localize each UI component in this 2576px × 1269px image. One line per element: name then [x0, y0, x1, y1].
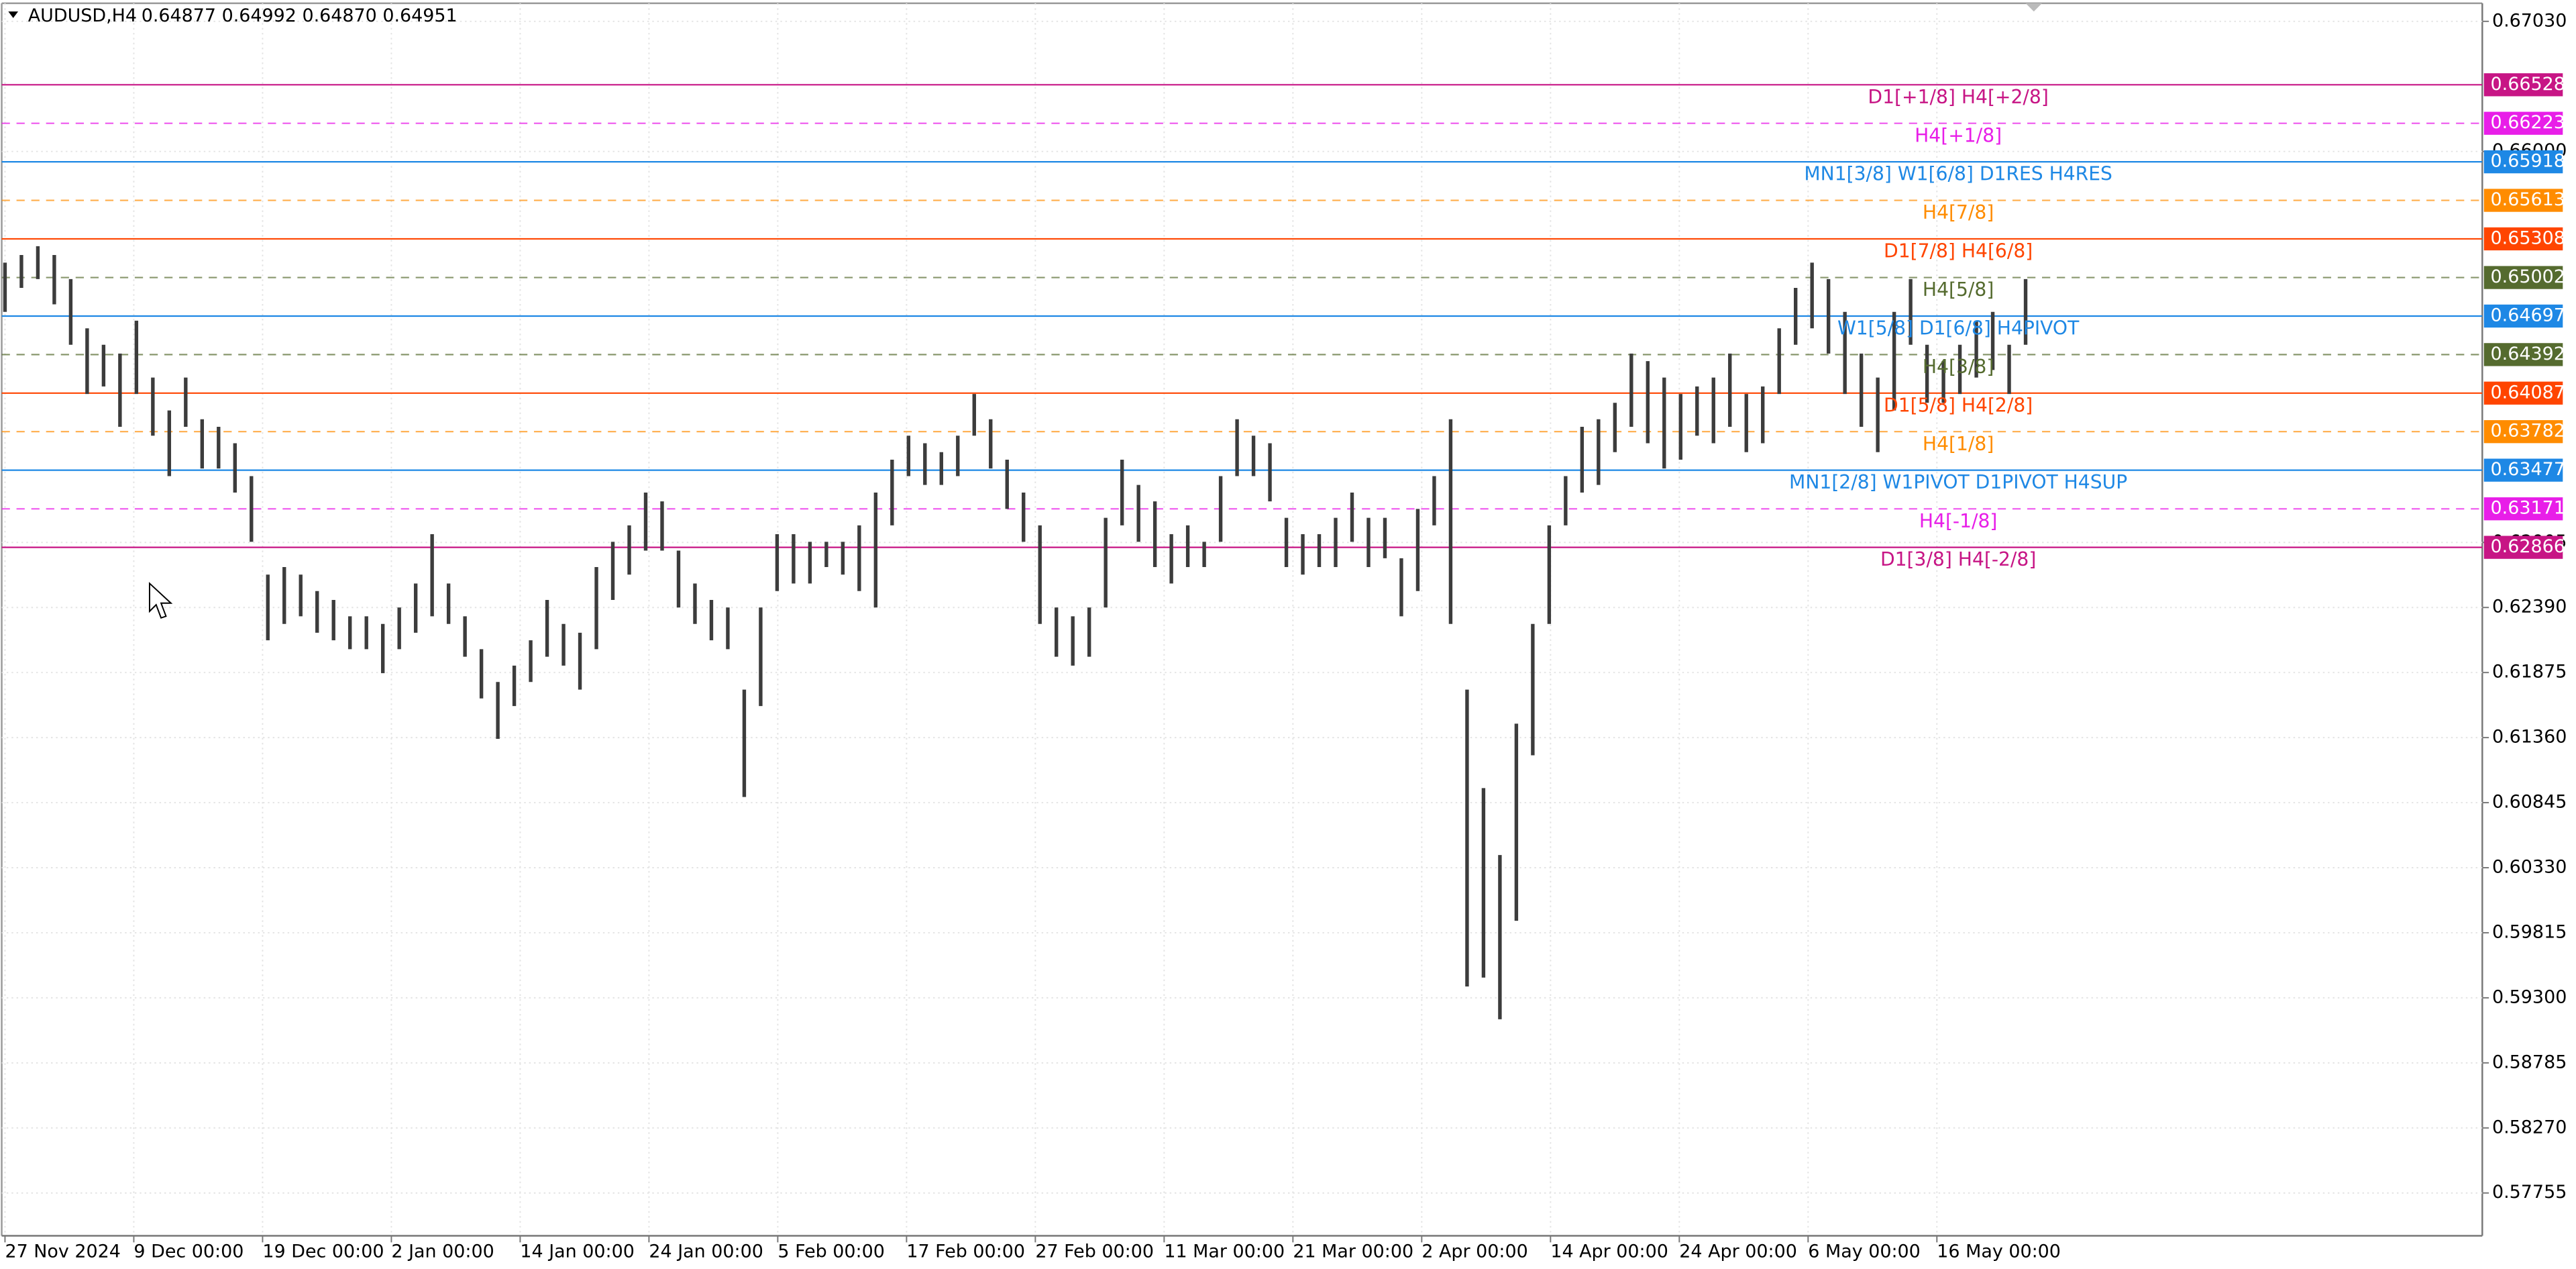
level-name: MN1[2/8] W1PIVOT D1PIVOT H4SUP: [1789, 471, 2127, 493]
levels: [1, 84, 2483, 548]
x-tick-label: 21 Mar 00:00: [1293, 1241, 1413, 1262]
level-name: D1[5/8] H4[2/8]: [1884, 394, 2033, 416]
level-value-box: [2483, 73, 2563, 97]
y-tick-label: 0.60845: [2492, 792, 2567, 813]
bars: [3, 246, 2028, 1019]
level-value-box: [2483, 111, 2563, 135]
level-value-label: 0.63782: [2491, 421, 2565, 442]
x-tick-label: 27 Feb 00:00: [1035, 1241, 1154, 1262]
level-value-box: [2483, 420, 2563, 444]
y-tick-label: 0.67030: [2492, 10, 2567, 31]
x-tick-label: 9 Dec 00:00: [133, 1241, 244, 1262]
level-value-box: [2483, 497, 2563, 521]
x-tick-label: 5 Feb 00:00: [777, 1241, 885, 1262]
level-value-label: 0.64087: [2491, 382, 2565, 403]
x-tick-label: 19 Dec 00:00: [262, 1241, 384, 1262]
level-value-label: 0.65308: [2491, 227, 2565, 248]
level-value-box: [2483, 227, 2563, 251]
level-name: H4[3/8]: [1923, 356, 1994, 378]
labels: 0.670300.660000.629050.623900.618750.613…: [4, 10, 2567, 1262]
level-value-box: [2483, 458, 2563, 482]
level-name: MN1[3/8] W1[6/8] D1RES H4RES: [1804, 163, 2112, 185]
level-value-label: 0.64697: [2491, 305, 2565, 325]
level-value-box: [2483, 304, 2563, 328]
level-value-box: [2483, 381, 2563, 405]
y-tick-label: 0.61360: [2492, 727, 2567, 748]
y-tick-label: 0.61875: [2492, 662, 2567, 682]
x-tick-label: 11 Mar 00:00: [1164, 1241, 1285, 1262]
level-name: H4[5/8]: [1923, 278, 1994, 301]
x-tick-label: 24 Jan 00:00: [649, 1241, 763, 1262]
level-value-label: 0.65918: [2491, 151, 2565, 172]
y-tick-label: 0.59300: [2492, 986, 2567, 1007]
level-value-box: [2483, 266, 2563, 289]
x-tick-label: 2 Apr 00:00: [1421, 1241, 1527, 1262]
x-tick-label: 2 Jan 00:00: [391, 1241, 494, 1262]
level-name: H4[+1/8]: [1915, 124, 2002, 146]
y-tick-label: 0.62390: [2492, 597, 2567, 617]
level-name: D1[7/8] H4[6/8]: [1884, 240, 2033, 262]
level-value-label: 0.65002: [2491, 266, 2565, 287]
y-tick-label: 0.57755: [2492, 1182, 2567, 1203]
x-tick-label: 14 Apr 00:00: [1550, 1241, 1668, 1262]
level-name: D1[3/8] H4[-2/8]: [1880, 548, 2036, 570]
symbol: AUDUSD,H4: [28, 5, 137, 26]
x-tick-label: 24 Apr 00:00: [1679, 1241, 1797, 1262]
level-name: H4[1/8]: [1923, 433, 1994, 455]
level-value-label: 0.66223: [2491, 112, 2565, 133]
level-name: H4[-1/8]: [1919, 510, 1998, 532]
level-name: H4[7/8]: [1923, 201, 1994, 223]
level-value-label: 0.64392: [2491, 344, 2565, 364]
level-value-label: 0.66528: [2491, 74, 2565, 95]
y-tick-label: 0.60330: [2492, 857, 2567, 878]
x-tick-label: 14 Jan 00:00: [520, 1241, 634, 1262]
x-tick-label: 17 Feb 00:00: [906, 1241, 1025, 1262]
y-tick-label: 0.58270: [2492, 1117, 2567, 1137]
shift-marker: [2025, 3, 2043, 12]
y-tick-label: 0.58785: [2492, 1052, 2567, 1072]
y-tick-label: 0.59815: [2492, 921, 2567, 942]
x-tick-label: 27 Nov 2024: [5, 1241, 120, 1262]
level-value-label: 0.62866: [2491, 536, 2565, 557]
quote: 0.64877 0.64992 0.64870 0.64951: [142, 5, 458, 26]
level-value-box: [2483, 189, 2563, 212]
x-tick-label: 6 May 00:00: [1808, 1241, 1921, 1262]
mouse-cursor: [148, 582, 173, 619]
level-name: D1[+1/8] H4[+2/8]: [1868, 86, 2048, 108]
x-tick-label: 16 May 00:00: [1937, 1241, 2061, 1262]
level-value-label: 0.63477: [2491, 459, 2565, 480]
level-value-box: [2483, 343, 2563, 366]
level-value-box: [2483, 536, 2563, 559]
menu-arrow[interactable]: [8, 11, 19, 18]
level-name: W1[5/8] D1[6/8] H4PIVOT: [1837, 317, 2080, 340]
level-value-label: 0.65613: [2491, 189, 2565, 210]
level-value-label: 0.63171: [2491, 498, 2565, 519]
level-value-box: [2483, 150, 2563, 174]
